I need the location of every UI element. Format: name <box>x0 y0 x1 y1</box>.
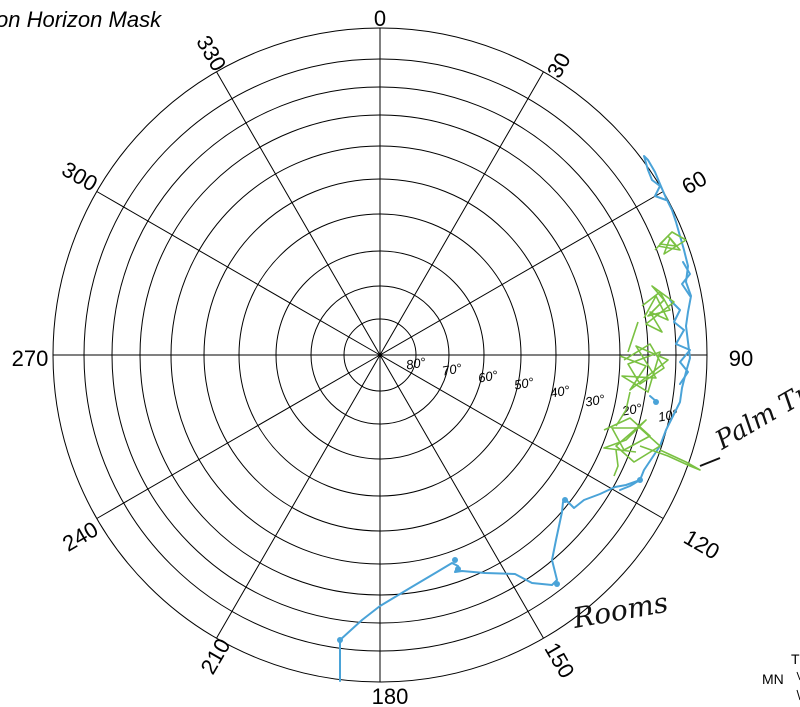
compass-indicator: MN T <box>762 651 800 701</box>
azimuth-label-120: 120 <box>680 524 724 564</box>
altitude-label-30: 30° <box>584 391 606 409</box>
azimuth-spoke-30 <box>379 71 544 356</box>
horizon-point <box>653 399 659 405</box>
annotation-palm-trees: Palm Trees <box>710 357 800 457</box>
azimuth-spoke-150 <box>379 354 544 639</box>
azimuth-label-300: 300 <box>58 156 102 196</box>
azimuth-label-0: 0 <box>374 6 386 31</box>
polar-grid <box>52 27 708 683</box>
azimuth-spokes <box>53 28 707 682</box>
altitude-label-50: 50° <box>513 374 535 392</box>
azimuth-spoke-330 <box>216 71 381 356</box>
azimuth-label-270: 270 <box>12 346 49 371</box>
azimuth-label-150: 150 <box>540 638 580 682</box>
compass-label-t: T <box>791 651 800 667</box>
palm-tree-scribbles <box>603 231 701 477</box>
horizon-point <box>452 557 458 563</box>
altitude-label-60: 60° <box>477 367 499 385</box>
horizon-points <box>337 399 659 643</box>
azimuth-label-90: 90 <box>729 346 753 371</box>
azimuth-spoke-240 <box>96 354 381 519</box>
altitude-label-70: 70° <box>441 360 463 378</box>
horizon-obstruction-line <box>339 155 692 682</box>
tree-pointer-line <box>699 457 721 467</box>
horizon-point <box>637 477 643 483</box>
azimuth-spoke-60 <box>379 191 664 356</box>
altitude-label-20: 20° <box>620 400 643 418</box>
compass-label-mn: MN <box>762 671 784 687</box>
altitude-label-40: 40° <box>549 382 571 400</box>
azimuth-label-60: 60 <box>677 165 711 199</box>
azimuth-label-30: 30 <box>542 48 576 82</box>
horizon-point <box>562 497 568 503</box>
horizon-point <box>554 581 560 587</box>
diagram-title: on Horizon Mask <box>0 7 162 32</box>
azimuth-label-240: 240 <box>58 516 102 556</box>
altitude-labels: 80° 70° 60° 50° 40° 30° 20° 10° <box>405 354 679 424</box>
azimuth-spoke-300 <box>96 191 381 356</box>
horizon-point <box>337 637 343 643</box>
azimuth-label-210: 210 <box>195 634 235 678</box>
azimuth-label-330: 330 <box>191 31 231 75</box>
azimuth-spoke-120 <box>379 354 664 519</box>
altitude-label-80: 80° <box>405 354 427 372</box>
azimuth-spoke-210 <box>216 354 381 639</box>
altitude-label-10: 10° <box>657 406 679 424</box>
horizon-point <box>455 566 461 572</box>
azimuth-label-180: 180 <box>372 684 409 707</box>
annotation-rooms: Rooms <box>570 586 671 635</box>
